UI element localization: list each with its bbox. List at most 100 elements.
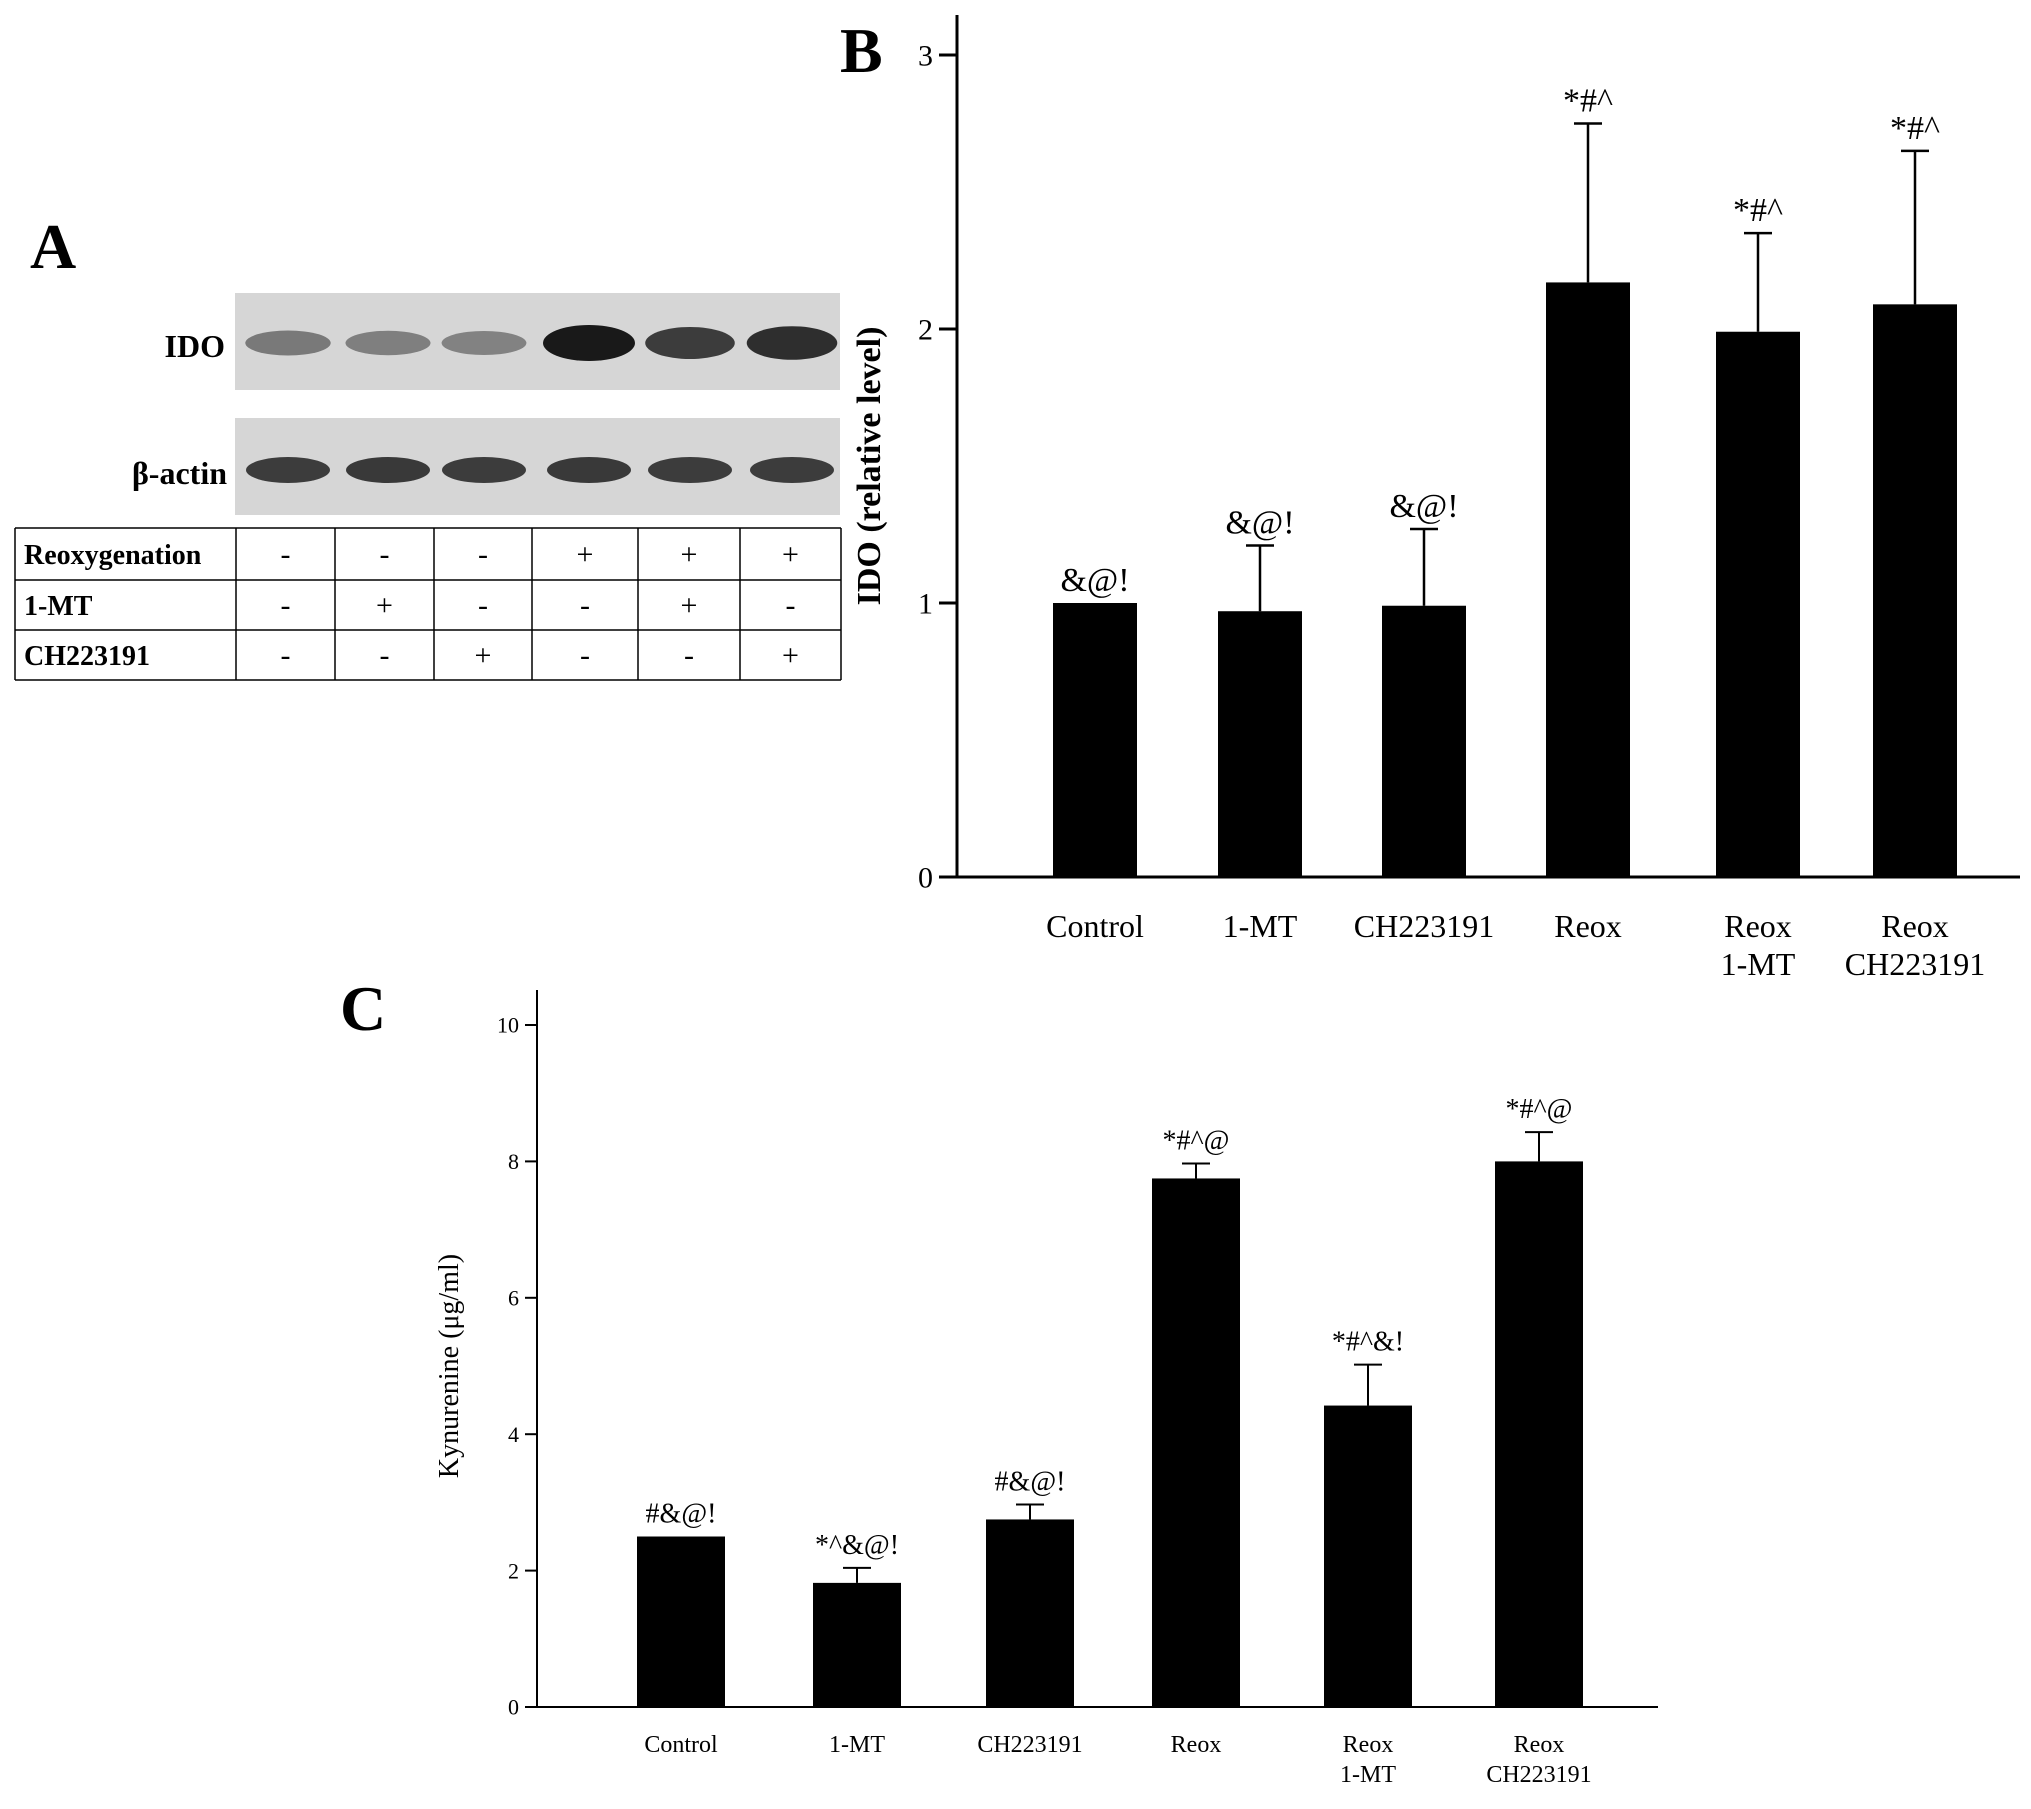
panel-a: A IDO β-actin Reoxygenation - - - + + +1-MT - + -… [14, 211, 842, 681]
ido-bands [245, 325, 838, 361]
table-row-label: 1-MT [24, 591, 93, 622]
panel-b: B 0 1 2 3 IDO (relative level) &@! Control &@! 1… [840, 15, 2020, 982]
y-tick-label: 4 [508, 1422, 519, 1447]
actin-band [442, 457, 526, 483]
significance-label: &@! [1389, 488, 1458, 525]
x-tick-label: Reox [1171, 1732, 1222, 1758]
significance-label: *#^@ [1163, 1125, 1230, 1156]
significance-label: *#^ [1890, 110, 1940, 147]
table-sign: + [475, 639, 492, 672]
x-tick-label: 1-MT [1721, 946, 1796, 982]
x-tick-label: Reox [1881, 908, 1949, 944]
x-tick-label: CH223191 [1354, 908, 1494, 944]
ido-band [645, 327, 735, 359]
table-sign: - [786, 589, 796, 622]
x-tick-label: 1-MT [1223, 908, 1298, 944]
bar [637, 1536, 725, 1707]
y-tick-label: 2 [918, 314, 933, 347]
actin-blot-label: β-actin [132, 455, 227, 491]
actin-band [750, 457, 834, 483]
actin-band [547, 457, 631, 483]
x-tick-label: Reox [1514, 1732, 1565, 1758]
significance-label: *#^@ [1506, 1094, 1573, 1125]
bar [1152, 1178, 1240, 1707]
bar [986, 1519, 1074, 1707]
table-sign: + [681, 589, 698, 622]
y-tick-label: 8 [508, 1149, 519, 1174]
bar [1873, 304, 1957, 878]
conditions-table: Reoxygenation - - - + + +1-MT - + - - + - CH223191 - - +… [14, 527, 842, 681]
table-row-label: Reoxygenation [24, 540, 202, 571]
table-sign: + [782, 639, 799, 672]
x-tick-label: CH223191 [1486, 1762, 1591, 1788]
table-sign: - [580, 589, 590, 622]
table-sign: - [684, 639, 694, 672]
x-tick-label: 1-MT [1340, 1762, 1396, 1788]
table-sign: + [376, 589, 393, 622]
panel-b-letter: B [840, 15, 883, 86]
table-sign: + [681, 538, 698, 571]
actin-bands [246, 457, 834, 483]
significance-label: &@! [1060, 562, 1129, 599]
bar [1324, 1405, 1412, 1707]
y-axis-label: IDO (relative level) [851, 327, 888, 606]
bar [813, 1582, 901, 1707]
significance-label: *#^ [1563, 83, 1613, 120]
y-tick-label: 10 [497, 1013, 519, 1038]
table-sign: - [478, 538, 488, 571]
actin-band [246, 457, 330, 483]
significance-label: *#^ [1733, 192, 1783, 229]
ido-blot-background [235, 293, 840, 390]
panel-c: C 0 2 4 6 8 10 Kynurenine (μg/ml) #&@! Control *^… [340, 973, 1658, 1788]
bar [1382, 605, 1466, 877]
ido-band [345, 330, 431, 356]
ido-band [245, 330, 331, 356]
y-tick-label: 6 [508, 1286, 519, 1311]
y-tick-label: 0 [918, 862, 933, 895]
y-axis-label: Kynurenine (μg/ml) [434, 1254, 465, 1478]
x-tick-label: CH223191 [1845, 946, 1985, 982]
panel-a-letter: A [30, 211, 76, 282]
ido-band [746, 326, 838, 360]
x-tick-label: Reox [1343, 1732, 1394, 1758]
bar [1716, 331, 1800, 877]
chart-c: 0 2 4 6 8 10 Kynurenine (μg/ml) #&@! Control *^&@… [434, 990, 1658, 1788]
significance-label: *#^&! [1332, 1327, 1404, 1358]
bar [1495, 1161, 1583, 1707]
y-tick-label: 3 [918, 40, 933, 73]
table-sign: - [380, 538, 390, 571]
x-tick-label: Reox [1724, 908, 1792, 944]
bar [1546, 282, 1630, 877]
table-sign: - [478, 589, 488, 622]
x-tick-label: Control [1046, 908, 1144, 944]
ido-band [543, 325, 635, 361]
x-tick-label: Control [644, 1732, 718, 1758]
table-row-label: CH223191 [24, 641, 150, 672]
significance-label: *^&@! [815, 1530, 899, 1561]
significance-label: #&@! [995, 1466, 1066, 1497]
actin-blot-background [235, 418, 840, 515]
x-tick-label: Reox [1554, 908, 1622, 944]
table-sign: + [577, 538, 594, 571]
significance-label: #&@! [646, 1499, 717, 1530]
table-sign: - [380, 639, 390, 672]
x-tick-label: 1-MT [829, 1732, 885, 1758]
y-tick-label: 2 [508, 1558, 519, 1583]
ido-blot-label: IDO [165, 328, 225, 364]
ido-band [441, 331, 527, 355]
table-sign: - [281, 589, 291, 622]
table-sign: + [782, 538, 799, 571]
actin-band [346, 457, 430, 483]
bar [1053, 603, 1137, 877]
significance-label: &@! [1225, 504, 1294, 541]
panel-c-letter: C [340, 973, 386, 1044]
chart-b: 0 1 2 3 IDO (relative level) &@! Control &@! 1-M… [851, 15, 2020, 982]
y-tick-label: 0 [508, 1695, 519, 1720]
table-sign: - [580, 639, 590, 672]
y-tick-label: 1 [918, 588, 933, 621]
table-sign: - [281, 538, 291, 571]
actin-band [648, 457, 732, 483]
bar [1218, 611, 1302, 877]
table-sign: - [281, 639, 291, 672]
